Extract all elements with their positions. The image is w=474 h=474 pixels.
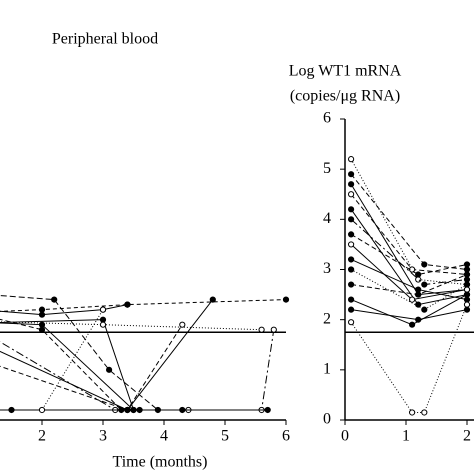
x-tick-label: 3 [99,428,107,445]
data-point [421,306,428,313]
y-tick-label: 4 [323,210,331,227]
data-point [348,306,355,313]
series-line [0,318,122,411]
series-line [350,209,468,306]
data-point [51,296,58,303]
series-line [0,319,268,411]
series-line [350,183,468,296]
x-tick-label: 2 [38,428,46,445]
y-tick-label: 3 [323,260,331,277]
data-point [38,311,46,318]
data-point [99,316,107,323]
data-point [179,321,186,328]
data-point [348,296,355,303]
series-line [0,322,134,411]
data-point [348,319,355,326]
y-tick-label: 0 [323,411,331,428]
data-point [463,296,471,303]
x-tick-label: 4 [160,428,168,445]
data-point [463,276,471,283]
data-point [38,406,46,414]
data-point [409,409,416,416]
data-point [258,326,265,333]
y-tick-label: 6 [323,110,331,127]
series-line [0,299,214,411]
series-line [350,233,468,276]
data-point [38,326,46,333]
series-line [350,269,468,311]
data-point [99,306,107,313]
data-point [415,301,422,308]
data-point [348,231,355,238]
data-point [348,181,355,188]
series-line [350,158,468,286]
series-line [0,324,183,411]
data-point [348,241,355,248]
x-tick-label: 0 [341,428,349,445]
data-point [415,286,422,293]
data-point [154,406,161,414]
data-point [282,296,290,303]
data-point [348,156,355,163]
data-point [409,296,416,303]
series-line [0,309,104,411]
series-line [350,173,468,270]
data-point [106,366,113,373]
data-point [348,256,355,263]
data-point [136,406,143,414]
data-point [348,216,355,223]
data-point [421,281,428,288]
data-point [421,409,428,416]
data-point [415,316,422,323]
x-tick-label: 6 [282,428,290,445]
data-point [38,306,46,313]
y-axis-label: Log WT1 mRNA [289,63,402,80]
x-axis-label: Time (months) [113,454,208,471]
series-line [0,295,159,411]
data-point [463,261,471,268]
data-point [8,406,15,414]
data-point [99,321,107,328]
series-line [0,299,287,312]
y-tick-label: 2 [323,310,331,327]
data-point [415,291,422,298]
data-point [463,306,471,313]
data-point [124,406,131,414]
series-line [351,309,468,321]
x-tick-label: 5 [221,428,229,445]
data-point [409,321,416,328]
data-point [124,301,131,308]
series-line [350,304,468,413]
data-point [348,281,355,288]
series-line [350,218,468,286]
data-point [463,281,471,288]
y-axis-label: (copies/μg RNA) [290,88,400,105]
data-point [421,261,428,268]
data-point [209,296,216,303]
panel-title: Peripheral blood [52,31,158,48]
data-point [348,171,355,178]
x-tick-label: 1 [402,428,410,445]
y-tick-label: 1 [323,361,331,378]
y-tick-label: 5 [323,160,331,177]
data-point [348,191,355,198]
data-point [463,286,471,293]
data-point [270,326,277,333]
data-point [463,301,471,308]
data-point [463,291,471,298]
data-point [179,406,186,414]
x-tick-label: 2 [463,428,471,445]
data-point [463,266,471,273]
data-point [463,271,471,278]
data-point [264,406,271,414]
data-point [348,206,355,213]
series-line [0,304,128,316]
data-point [415,271,422,278]
data-point [348,266,355,273]
